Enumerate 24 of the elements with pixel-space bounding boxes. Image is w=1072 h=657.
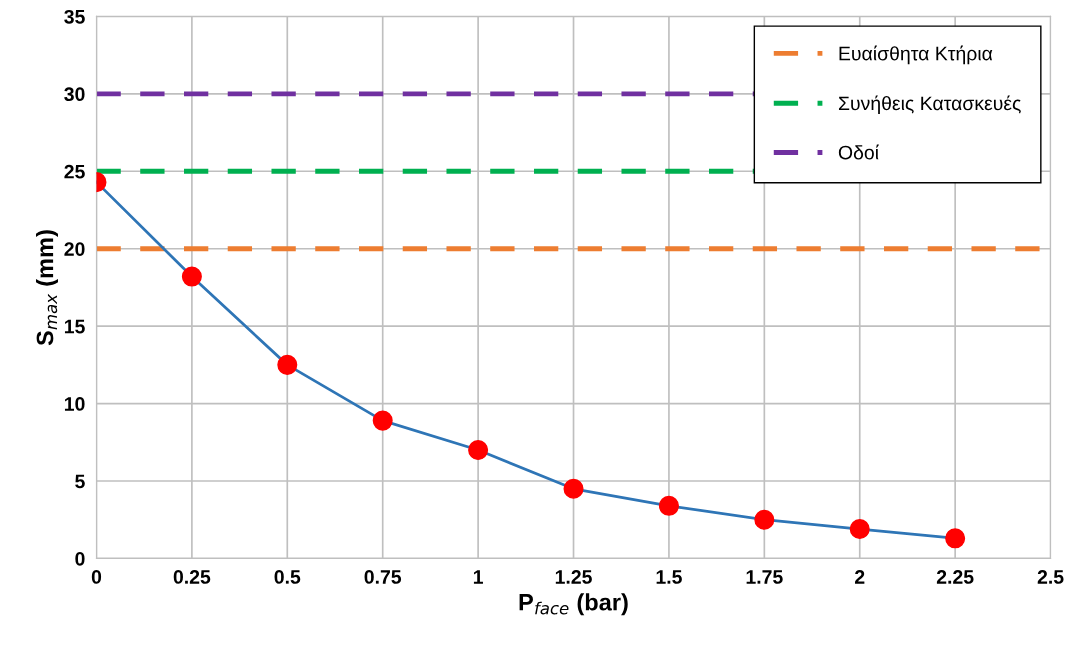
x-axis-title: P$_{face}$ (bar) bbox=[519, 593, 628, 616]
y-tick-label: 25 bbox=[64, 164, 85, 179]
x-tick-label: 1 bbox=[473, 570, 483, 584]
x-tick-label: 1.75 bbox=[746, 570, 783, 584]
x-tick-label: 2 bbox=[855, 570, 865, 584]
legend-label: Συνήθεις Κατασκευές bbox=[838, 95, 1021, 115]
y-tick-label: 30 bbox=[64, 87, 85, 102]
x-tick-label: 2.25 bbox=[936, 570, 974, 584]
x-tick-label: 0.25 bbox=[173, 570, 211, 584]
y-axis-title: S$_{max}$ (mm) bbox=[35, 230, 58, 346]
y-tick-label: 10 bbox=[64, 397, 85, 411]
y-tick-label: 5 bbox=[75, 474, 85, 489]
legend-label: Οδοί bbox=[838, 144, 879, 160]
x-tick-label: 1.5 bbox=[656, 570, 682, 584]
x-tick-label: 0 bbox=[91, 570, 102, 584]
y-tick-label: 15 bbox=[64, 319, 85, 334]
y-tick-label: 20 bbox=[64, 242, 85, 256]
x-tick-label: 2.5 bbox=[1037, 570, 1064, 584]
legend-label: Ευαίσθητα Κτήρια bbox=[839, 45, 993, 65]
x-tick-label: 0.5 bbox=[274, 570, 301, 584]
y-tick-label: 0 bbox=[75, 551, 85, 566]
x-tick-label: 1.25 bbox=[555, 570, 592, 584]
x-tick-label: 0.75 bbox=[364, 570, 402, 584]
y-tick-label: 35 bbox=[64, 9, 85, 24]
